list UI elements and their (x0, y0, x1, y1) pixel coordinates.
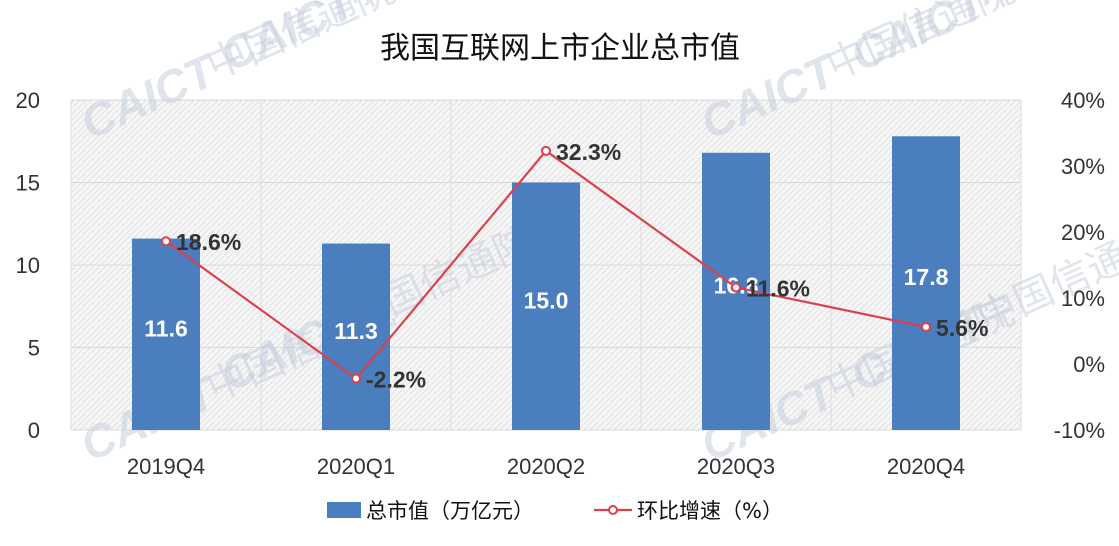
legend-bar-swatch (327, 502, 361, 518)
right-tick-label: 40% (1061, 88, 1105, 113)
growth-line (161, 145, 931, 384)
legend-bar-label: 总市值（万亿元） (366, 499, 534, 523)
chart-title: 我国互联网上市企业总市值 (380, 31, 740, 66)
right-tick-label: -10% (1054, 418, 1105, 443)
growth-point (731, 282, 741, 293)
left-tick-label: 0 (28, 418, 40, 443)
watermark-en: CAICT (213, 0, 366, 81)
watermark-zh: 中国信通院 (970, 0, 1119, 21)
bar (132, 238, 200, 430)
bar (892, 136, 960, 431)
bar (322, 243, 390, 430)
bar-value-label: 17.8 (904, 264, 949, 290)
growth-point (161, 236, 171, 247)
growth-value-label: 18.6% (176, 229, 241, 255)
right-tick-label: 10% (1061, 286, 1105, 311)
line-labels: 18.6% -2.2% 32.3% 11.6% 5.6% (176, 139, 988, 393)
growth-value-label: 5.6% (936, 315, 988, 341)
category-label: 2019Q4 (127, 454, 205, 479)
legend-line-marker (608, 505, 618, 515)
bar-value-label: 11.3 (334, 318, 378, 344)
watermark-en: CAICT (843, 0, 996, 81)
right-tick-label: 30% (1061, 154, 1105, 179)
growth-value-label: 11.6% (746, 275, 810, 301)
growth-point (921, 322, 931, 333)
bars (132, 136, 960, 431)
left-tick-label: 15 (16, 171, 40, 196)
left-tick-label: 10 (16, 253, 40, 278)
legend: 总市值（万亿元） 环比增速（%） (327, 499, 783, 523)
category-label: 2020Q2 (507, 454, 585, 479)
growth-point (351, 373, 361, 384)
left-tick-label: 5 (28, 336, 40, 361)
growth-value-label: -2.2% (366, 367, 426, 393)
bar-value-label: 11.6 (144, 315, 188, 341)
right-tick-label: 0% (1073, 352, 1105, 377)
right-axis: -10% 0% 10% 20% 30% 40% (1054, 88, 1105, 443)
growth-point (541, 145, 551, 156)
left-axis: 0 5 10 15 20 (16, 88, 40, 443)
bar-value-label: 15.0 (524, 287, 569, 313)
left-tick-label: 20 (16, 88, 40, 113)
category-label: 2020Q4 (887, 454, 965, 479)
legend-line-label: 环比增速（%） (637, 499, 783, 523)
growth-value-label: 32.3% (556, 139, 621, 165)
x-axis: 2019Q4 2020Q1 2020Q2 2020Q3 2020Q4 (127, 454, 965, 479)
category-label: 2020Q1 (317, 454, 395, 479)
right-tick-label: 20% (1061, 220, 1105, 245)
category-label: 2020Q3 (697, 454, 775, 479)
bar (512, 182, 580, 430)
